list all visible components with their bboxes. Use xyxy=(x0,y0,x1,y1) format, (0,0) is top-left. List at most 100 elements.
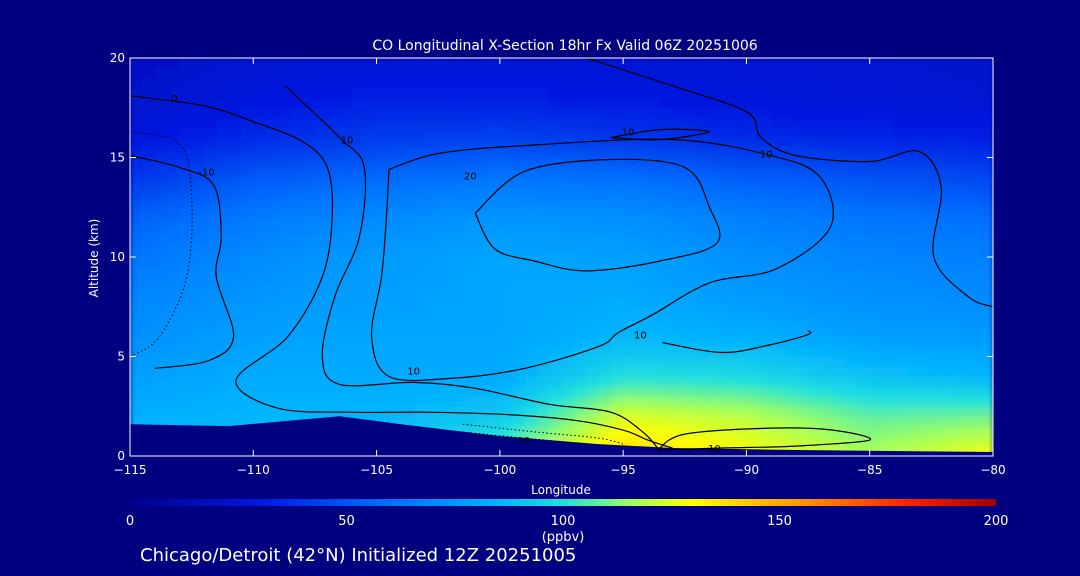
field-cell xyxy=(413,276,427,288)
field-cell xyxy=(795,217,809,228)
field-cell xyxy=(277,326,291,338)
field-cell xyxy=(771,406,785,417)
field-cell xyxy=(191,247,205,258)
field-cell xyxy=(401,247,415,258)
field-cell xyxy=(919,97,932,109)
field-cell xyxy=(660,227,674,238)
field-cell xyxy=(401,217,415,228)
field-cell xyxy=(956,406,969,417)
field-cell xyxy=(795,117,809,129)
field-cell xyxy=(684,157,698,169)
field-cell xyxy=(524,336,538,348)
field-cell xyxy=(425,237,439,248)
field-cell xyxy=(536,87,550,99)
field-cell xyxy=(709,406,723,417)
field-cell xyxy=(857,217,871,228)
field-cell xyxy=(771,187,785,198)
field-cell xyxy=(660,356,674,368)
field-cell xyxy=(573,247,587,258)
x-tick-label: −115 xyxy=(114,463,147,477)
field-cell xyxy=(943,406,957,417)
field-cell xyxy=(795,167,809,178)
field-cell xyxy=(401,147,415,159)
field-cell xyxy=(561,286,575,298)
contour-label: 10 xyxy=(708,444,721,455)
field-cell xyxy=(709,87,723,99)
field-cell xyxy=(894,117,908,129)
field-cell xyxy=(166,207,180,218)
field-cell xyxy=(882,107,895,119)
field-cell xyxy=(240,177,254,188)
field-cell xyxy=(240,167,254,178)
field-cell xyxy=(635,376,649,387)
field-cell xyxy=(586,97,600,109)
field-cell xyxy=(327,58,341,69)
field-cell xyxy=(783,416,797,427)
field-cell xyxy=(228,247,242,258)
field-cell xyxy=(240,207,254,218)
field-cell xyxy=(931,247,945,258)
field-cell xyxy=(302,127,316,139)
field-cell xyxy=(771,396,785,407)
field-cell xyxy=(302,177,316,188)
field-cell xyxy=(265,416,279,427)
field-cell xyxy=(709,326,723,338)
field-cell xyxy=(376,266,390,278)
field-cell xyxy=(857,87,871,99)
field-cell xyxy=(980,77,993,89)
field-cell xyxy=(647,137,661,149)
field-cell xyxy=(746,157,760,169)
field-cell xyxy=(327,187,341,198)
field-cell xyxy=(746,137,760,149)
field-cell xyxy=(142,366,156,377)
field-cell xyxy=(647,296,661,308)
field-cell xyxy=(277,257,291,268)
field-cell xyxy=(450,127,464,139)
field-cell xyxy=(228,266,242,278)
field-cell xyxy=(845,77,858,89)
field-cell xyxy=(610,257,624,268)
field-cell xyxy=(130,286,143,298)
field-cell xyxy=(450,306,464,318)
field-cell xyxy=(203,87,217,99)
field-cell xyxy=(425,296,439,308)
field-cell xyxy=(327,147,341,159)
field-cell xyxy=(240,117,254,129)
field-cell xyxy=(376,286,390,298)
field-cell xyxy=(635,416,649,427)
field-cell xyxy=(919,167,932,178)
field-cell xyxy=(376,107,390,119)
field-cell xyxy=(968,177,982,188)
field-cell xyxy=(240,257,254,268)
field-cell xyxy=(265,316,279,328)
field-cell xyxy=(820,346,834,358)
field-cell xyxy=(758,147,772,159)
field-cell xyxy=(869,147,883,159)
field-cell xyxy=(450,237,464,248)
field-cell xyxy=(240,237,254,248)
field-cell xyxy=(882,426,895,437)
field-cell xyxy=(869,237,883,248)
field-cell xyxy=(709,396,723,407)
field-cell xyxy=(401,227,415,238)
field-cell xyxy=(364,406,378,417)
y-tick-label: 0 xyxy=(117,449,125,463)
field-cell xyxy=(832,247,846,258)
field-cell xyxy=(857,266,871,278)
field-cell xyxy=(339,157,353,169)
field-cell xyxy=(672,197,686,208)
field-cell xyxy=(191,227,205,238)
field-cell xyxy=(820,436,834,447)
field-cell xyxy=(647,326,661,338)
field-cell xyxy=(980,336,993,348)
field-cell xyxy=(475,127,489,139)
field-cell xyxy=(487,426,501,437)
field-cell xyxy=(438,207,452,218)
field-cell xyxy=(216,276,230,288)
field-cell xyxy=(327,77,341,89)
field-cell xyxy=(228,87,242,99)
field-cell xyxy=(203,177,217,188)
field-cell xyxy=(672,386,686,397)
field-cell xyxy=(413,147,427,159)
field-cell xyxy=(339,217,353,228)
